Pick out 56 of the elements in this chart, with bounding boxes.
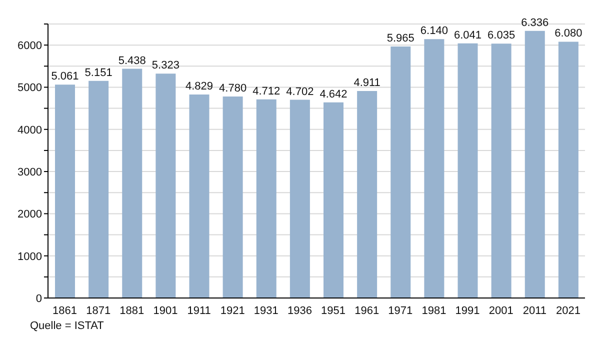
x-tick-label: 1871 bbox=[86, 304, 111, 317]
x-tick-label: 1991 bbox=[455, 304, 480, 317]
bar bbox=[357, 90, 378, 298]
x-tick-label: 1961 bbox=[354, 304, 380, 317]
bar bbox=[324, 102, 344, 298]
bar bbox=[122, 68, 142, 298]
x-tick-label: 1951 bbox=[321, 304, 346, 317]
bar bbox=[189, 94, 210, 298]
x-tick-label: 1971 bbox=[388, 304, 413, 317]
bar bbox=[458, 43, 478, 298]
data-label: 4.780 bbox=[219, 82, 247, 95]
data-label: 4.829 bbox=[185, 80, 214, 92]
data-label: 5.323 bbox=[152, 60, 180, 72]
source-note: Quelle = ISTAT bbox=[30, 320, 104, 332]
x-tick-label: 2001 bbox=[488, 304, 514, 317]
data-label: 4.911 bbox=[354, 76, 380, 89]
data-label: 6.041 bbox=[454, 29, 482, 42]
bar bbox=[222, 96, 243, 298]
data-label: 5.965 bbox=[386, 32, 414, 45]
x-tick-label: 1936 bbox=[287, 304, 312, 317]
y-tick-label: 4000 bbox=[18, 124, 42, 136]
x-tick-label: 1861 bbox=[52, 304, 78, 317]
data-label: 6.140 bbox=[420, 25, 448, 38]
y-tick-label: 0 bbox=[36, 292, 42, 305]
x-tick-label: 2021 bbox=[556, 304, 580, 317]
bar bbox=[491, 44, 512, 298]
bar bbox=[524, 30, 545, 298]
x-tick-label: 1901 bbox=[153, 304, 178, 317]
x-tick-label: 1911 bbox=[187, 304, 211, 317]
x-tick-label: 2011 bbox=[522, 304, 546, 317]
data-label: 5.438 bbox=[118, 54, 146, 67]
bar bbox=[256, 99, 276, 298]
data-label: 5.061 bbox=[51, 70, 79, 83]
bar bbox=[558, 42, 578, 298]
y-tick-label: 5000 bbox=[18, 82, 42, 94]
data-label: 5.151 bbox=[84, 66, 112, 79]
bar bbox=[88, 80, 109, 298]
bar bbox=[290, 100, 310, 298]
bar bbox=[424, 39, 444, 298]
data-label: 6.336 bbox=[521, 16, 549, 29]
data-label: 6.035 bbox=[488, 30, 516, 42]
x-tick-label: 1981 bbox=[422, 304, 446, 317]
x-tick-label: 1881 bbox=[120, 304, 144, 317]
bar bbox=[156, 74, 176, 298]
data-label: 6.080 bbox=[554, 28, 582, 40]
y-tick-label: 2000 bbox=[18, 208, 42, 221]
y-tick-label: 3000 bbox=[18, 166, 42, 178]
y-tick-label: 6000 bbox=[18, 40, 42, 52]
bar bbox=[55, 84, 75, 298]
x-tick-label: 1921 bbox=[220, 304, 245, 317]
data-label: 4.642 bbox=[320, 88, 348, 100]
x-tick-label: 1931 bbox=[254, 304, 278, 317]
bar bbox=[390, 46, 411, 298]
data-label: 4.702 bbox=[286, 86, 314, 98]
y-tick-label: 1000 bbox=[18, 250, 42, 263]
data-label: 4.712 bbox=[252, 85, 280, 98]
